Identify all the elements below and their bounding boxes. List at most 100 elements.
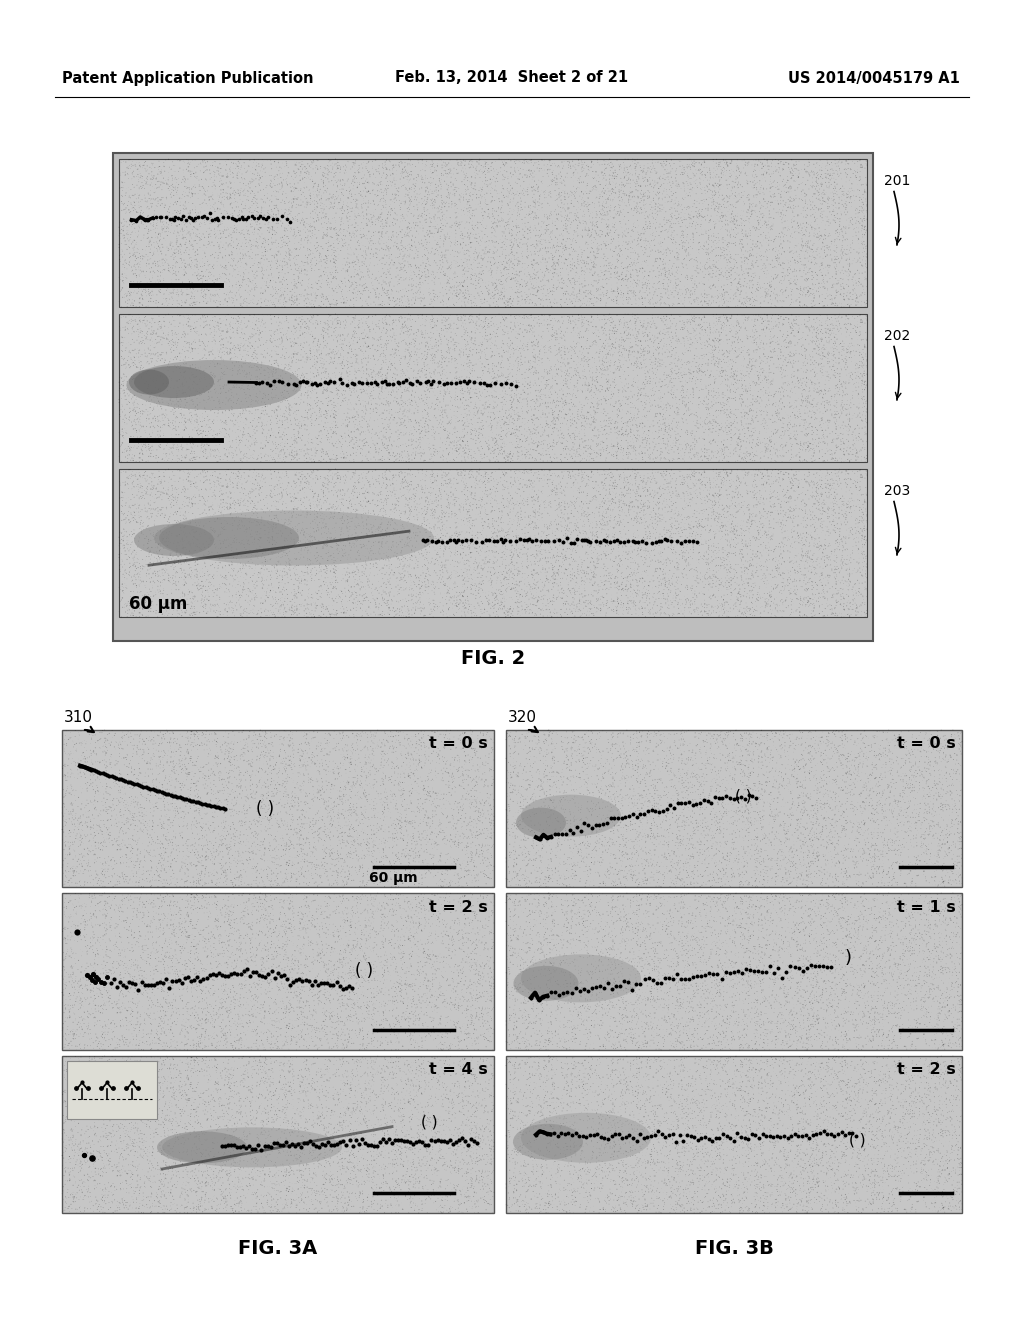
Point <box>604 478 621 499</box>
Point <box>843 441 859 462</box>
Point <box>499 463 515 484</box>
Point <box>635 223 651 244</box>
Point <box>559 733 575 754</box>
Point <box>473 512 489 533</box>
Point <box>526 422 543 444</box>
Point <box>928 1081 944 1102</box>
Point <box>328 496 344 517</box>
Point <box>513 1168 529 1189</box>
Point <box>605 1052 622 1073</box>
Point <box>951 990 968 1011</box>
Point <box>612 1069 629 1090</box>
Point <box>164 523 180 544</box>
Point <box>249 1023 265 1044</box>
Point <box>203 496 219 517</box>
Point <box>904 890 921 911</box>
Point <box>511 216 527 238</box>
Point <box>185 766 202 787</box>
Point <box>536 392 552 413</box>
Point <box>571 1135 588 1156</box>
Point <box>414 348 430 370</box>
Point <box>892 1090 908 1111</box>
Point <box>176 152 193 173</box>
Point <box>629 876 645 898</box>
Point <box>895 781 911 803</box>
Point <box>590 833 606 854</box>
Point <box>266 1197 283 1218</box>
Point <box>770 1022 786 1043</box>
Point <box>290 1126 306 1147</box>
Point <box>543 982 559 1003</box>
Point <box>733 525 750 546</box>
Point <box>486 438 503 459</box>
Point <box>703 352 720 374</box>
Point <box>530 552 547 573</box>
Point <box>802 969 818 990</box>
Point <box>853 832 869 853</box>
Point <box>758 1003 774 1024</box>
Point <box>665 970 681 991</box>
Point <box>442 755 459 776</box>
Point <box>310 174 327 195</box>
Point <box>485 235 502 256</box>
Point <box>680 1094 696 1115</box>
Point <box>166 857 182 878</box>
Point <box>539 891 555 912</box>
Point <box>435 751 452 772</box>
Point <box>408 1047 424 1068</box>
Point <box>275 1140 292 1162</box>
Point <box>500 193 516 214</box>
Point <box>193 970 209 991</box>
Point <box>694 825 711 846</box>
Point <box>399 729 416 750</box>
Point <box>177 862 194 883</box>
Point <box>820 970 837 991</box>
Point <box>667 436 683 457</box>
Point <box>409 1131 425 1152</box>
Point <box>403 358 420 379</box>
Point <box>938 1170 954 1191</box>
Point <box>669 990 685 1011</box>
Point <box>75 953 91 974</box>
Point <box>329 737 345 758</box>
Point <box>460 502 476 523</box>
Point <box>755 492 771 513</box>
Point <box>723 363 739 384</box>
Point <box>605 1094 622 1115</box>
Point <box>423 190 439 211</box>
Point <box>474 161 490 182</box>
Point <box>769 1018 785 1039</box>
Point <box>794 1118 810 1139</box>
Point <box>501 327 517 348</box>
Point <box>678 519 694 540</box>
Point <box>247 247 263 268</box>
Point <box>811 465 827 486</box>
Point <box>824 586 841 607</box>
Point <box>825 293 842 314</box>
Point <box>102 972 119 993</box>
Point <box>429 444 445 465</box>
Point <box>400 296 417 317</box>
Point <box>670 977 686 998</box>
Point <box>618 157 635 178</box>
Point <box>125 1001 141 1022</box>
Point <box>737 902 754 923</box>
Point <box>168 741 184 762</box>
Point <box>837 399 853 420</box>
Point <box>158 149 174 170</box>
Point <box>137 1177 154 1199</box>
Point <box>636 473 652 494</box>
Point <box>238 408 254 429</box>
Point <box>485 958 502 979</box>
Point <box>706 275 722 296</box>
Point <box>143 544 160 565</box>
Point <box>677 248 693 269</box>
Point <box>118 1007 134 1028</box>
Point <box>741 193 758 214</box>
Point <box>183 543 200 564</box>
Point <box>545 206 561 227</box>
Point <box>712 1023 728 1044</box>
Point <box>708 338 724 359</box>
Point <box>605 875 622 896</box>
Point <box>896 783 912 804</box>
